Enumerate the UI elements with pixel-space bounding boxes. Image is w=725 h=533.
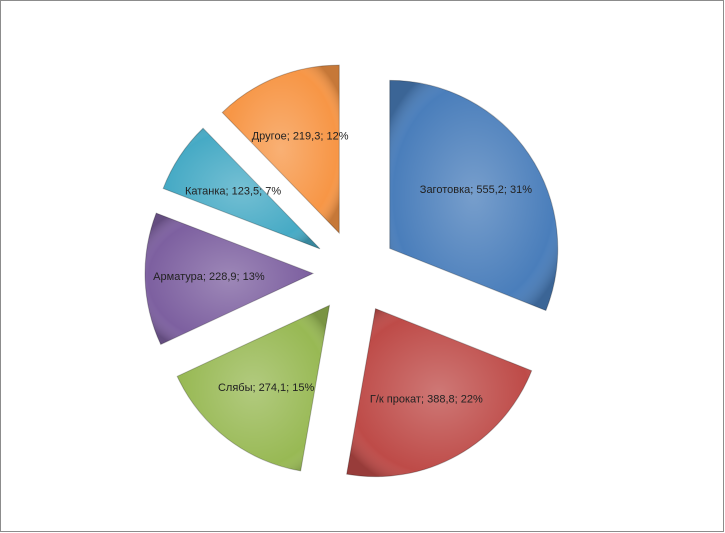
category-label: Другое [252, 130, 287, 142]
data-label: Заготовка; 555,2; 31% [420, 184, 532, 196]
category-label: Арматура [153, 271, 204, 283]
label-separator: ; [259, 185, 265, 197]
label-separator: ; [203, 271, 209, 283]
percent-label: 12% [326, 130, 348, 142]
category-label: Слябы [218, 382, 253, 394]
percent-label: 15% [292, 382, 314, 394]
label-separator: ; [470, 184, 476, 196]
value-label: 219,3 [293, 130, 321, 142]
label-separator: ; [226, 185, 232, 197]
percent-label: 7% [265, 185, 281, 197]
value-label: 228,9 [209, 271, 237, 283]
percent-label: 31% [510, 184, 532, 196]
data-label: Г/к прокат; 388,8; 22% [370, 393, 483, 405]
label-separator: ; [455, 393, 461, 405]
value-label: 274,1 [259, 382, 287, 394]
value-label: 123,5 [232, 185, 260, 197]
label-separator: ; [421, 393, 427, 405]
data-label: Другое; 219,3; 12% [252, 130, 349, 142]
value-label: 555,2 [476, 184, 504, 196]
label-separator: ; [286, 382, 292, 394]
category-label: Катанка [185, 185, 226, 197]
percent-label: 22% [461, 393, 483, 405]
label-separator: ; [504, 184, 510, 196]
label-separator: ; [252, 382, 258, 394]
percent-label: 13% [243, 271, 265, 283]
category-label: Заготовка [420, 184, 471, 196]
category-label: Г/к прокат [370, 393, 421, 405]
label-separator: ; [287, 130, 293, 142]
label-separator: ; [237, 271, 243, 283]
data-label: Арматура; 228,9; 13% [153, 271, 265, 283]
label-separator: ; [320, 130, 326, 142]
data-label: Катанка; 123,5; 7% [185, 185, 281, 197]
value-label: 388,8 [427, 393, 455, 405]
data-label: Слябы; 274,1; 15% [218, 382, 315, 394]
